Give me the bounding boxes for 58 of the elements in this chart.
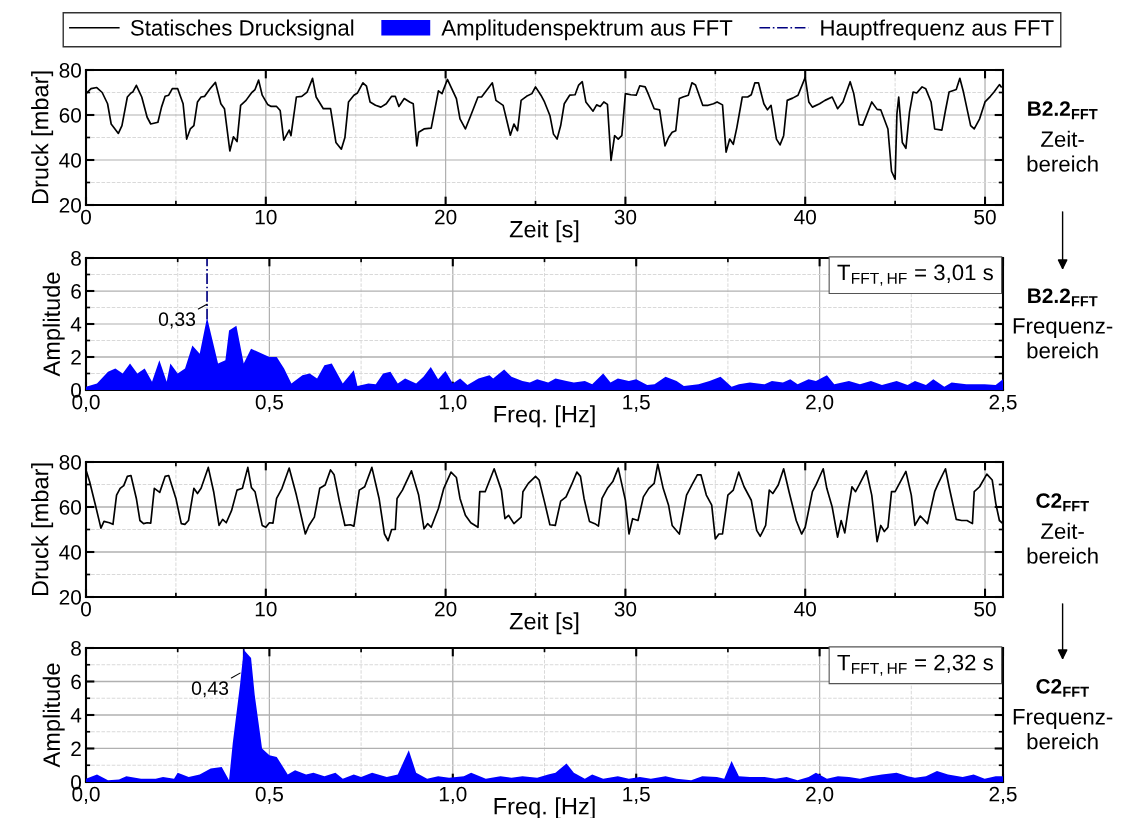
x-tick-label: 2,5 xyxy=(989,394,1017,412)
x-tick-label: 30 xyxy=(614,209,637,225)
x-tick-label: 1,5 xyxy=(623,786,650,804)
y-tick-label: 40 xyxy=(59,545,82,560)
x-tick-label: 50 xyxy=(974,601,996,617)
x-tick-label: 2,0 xyxy=(806,786,834,804)
annotation: 0,43 xyxy=(191,681,229,698)
y-tick-label: 80 xyxy=(59,63,82,78)
y-axis-title: Amplitude xyxy=(42,272,65,377)
x-tick-label: 0,5 xyxy=(255,394,284,412)
y-axis-title: Druck [mbar] xyxy=(31,71,54,204)
x-tick-label: 2,0 xyxy=(806,394,834,412)
y-axis-title: Amplitude xyxy=(42,663,65,768)
y-tick-label: 2 xyxy=(71,741,81,757)
x-tick-label: 1,5 xyxy=(623,394,650,412)
x-tick-label: 0,5 xyxy=(255,786,284,804)
legend-label: Hauptfrequenz aus FFT xyxy=(821,19,1054,41)
text: Frequenz- bereich xyxy=(1013,709,1113,750)
y-tick-label: 20 xyxy=(59,590,82,605)
x-tick-label: 50 xyxy=(974,209,996,225)
y-tick-label: 8 xyxy=(71,251,81,266)
y-tick-label: 6 xyxy=(71,674,81,690)
x-tick-label: 20 xyxy=(435,601,457,617)
x-tick-label: 2,5 xyxy=(989,786,1017,804)
text: Frequenz- bereich xyxy=(1013,318,1113,359)
annotation: T$_{FFT,HF}$ = 2,32 s xyxy=(837,654,993,676)
y-tick-label: 80 xyxy=(59,455,82,470)
x-axis-title: Zeit [s] xyxy=(509,612,579,635)
x-tick-label: 40 xyxy=(794,601,816,617)
x-axis-title: Freq. [Hz] xyxy=(494,405,595,428)
y-tick-label: 8 xyxy=(71,641,81,656)
y-axis-title: Druck [mbar] xyxy=(31,463,54,596)
annotation: 0,33 xyxy=(158,312,196,329)
text: Zeit- bereich xyxy=(1027,130,1098,172)
x-tick-label: 20 xyxy=(435,209,457,225)
x-tick-label: 10 xyxy=(255,209,277,225)
y-tick-label: 6 xyxy=(71,284,81,299)
text: C2$_{FFT}$ xyxy=(1036,679,1089,697)
y-tick-label: 4 xyxy=(70,317,82,332)
text: C2$_{FFT}$ xyxy=(1036,493,1089,512)
y-tick-label: 60 xyxy=(59,500,82,515)
x-tick-label: 40 xyxy=(794,209,816,225)
legend-label: Amplitudenspektrum aus FFT xyxy=(441,19,733,41)
annotation: T$_{FFT,HF}$ = 3,01 s xyxy=(837,264,993,286)
x-tick-label: 30 xyxy=(614,601,637,617)
x-axis-title: Zeit [s] xyxy=(509,220,579,243)
y-tick-label: 60 xyxy=(59,108,82,123)
y-tick-label: 2 xyxy=(71,350,81,365)
y-tick-label: 20 xyxy=(59,198,82,213)
y-tick-label: 40 xyxy=(59,153,82,168)
x-tick-label: 10 xyxy=(255,601,277,617)
x-tick-label: 1,0 xyxy=(439,394,467,412)
text: B2.2$_{FFT}$ xyxy=(1028,288,1098,307)
text: B2.2$_{FFT}$ xyxy=(1028,101,1098,120)
y-tick-label: 4 xyxy=(70,708,82,723)
legend-label: Statisches Drucksignal xyxy=(130,19,354,41)
text: Zeit- bereich xyxy=(1027,522,1098,564)
x-tick-label: 1,0 xyxy=(439,786,467,804)
